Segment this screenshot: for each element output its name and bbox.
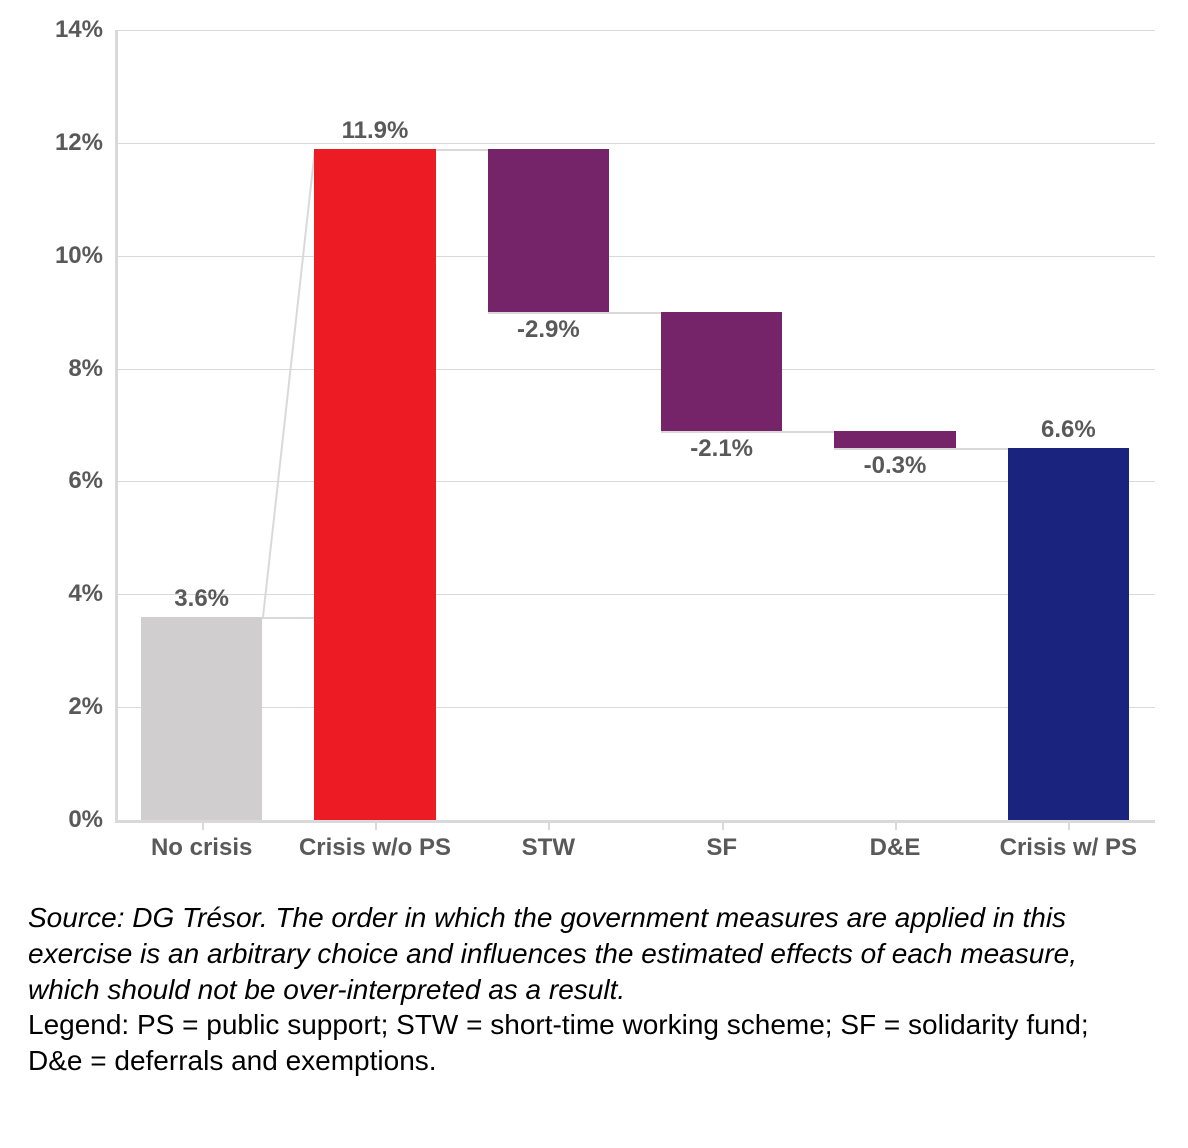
y-tick-label: 6% (68, 467, 115, 495)
plot-area: 0%2%4%6%8%10%12%14%3.6%No crisis11.9%Cri… (115, 30, 1155, 820)
bar-value-label: 3.6% (174, 585, 229, 613)
y-tick-label: 10% (55, 242, 115, 270)
y-tick-label: 4% (68, 580, 115, 608)
bar (314, 149, 435, 821)
page: 0% 2% 4% 6% 8% 10% 12% 14% 3.6% No crisis 11.9% Cri… (0, 0, 1188, 1148)
bar (1008, 448, 1129, 820)
x-tick-label: Crisis w/ PS (1000, 820, 1137, 862)
bar (834, 431, 955, 448)
y-axis-line (115, 30, 118, 820)
x-axis-line (115, 820, 1155, 823)
y-tick-label: 2% (68, 693, 115, 721)
x-tick-label: Crisis w/o PS (299, 820, 451, 862)
gridline (115, 369, 1155, 370)
chart-caption: Source: DG Trésor. The order in which th… (28, 900, 1138, 1079)
y-tick-label: 12% (55, 129, 115, 157)
caption-source: Source: DG Trésor. The order in which th… (28, 902, 1077, 1005)
gridline (115, 594, 1155, 595)
caption-legend: Legend: PS = public support; STW = short… (28, 1009, 1089, 1076)
gridline (115, 707, 1155, 708)
bar-value-label: 11.9% (342, 117, 409, 145)
bar-value-label: -2.9% (517, 316, 580, 344)
bar-value-label: 6.6% (1041, 416, 1096, 444)
bar (141, 617, 262, 820)
bar-value-label: -0.3% (864, 452, 927, 480)
bar-value-label: -2.1% (690, 435, 753, 463)
bar (661, 312, 782, 431)
x-tick-label: D&E (870, 820, 921, 862)
x-tick-label: No crisis (151, 820, 252, 862)
connector-line (262, 148, 316, 617)
waterfall-chart: 0%2%4%6%8%10%12%14%3.6%No crisis11.9%Cri… (30, 20, 1158, 890)
bar (488, 149, 609, 313)
y-tick-label: 0% (68, 806, 115, 834)
x-tick-label: STW (522, 820, 575, 862)
gridline (115, 143, 1155, 144)
gridline (115, 481, 1155, 482)
gridline (115, 256, 1155, 257)
y-tick-label: 8% (68, 355, 115, 383)
x-tick-label: SF (706, 820, 737, 862)
y-tick-label: 14% (55, 16, 115, 44)
gridline (115, 30, 1155, 31)
